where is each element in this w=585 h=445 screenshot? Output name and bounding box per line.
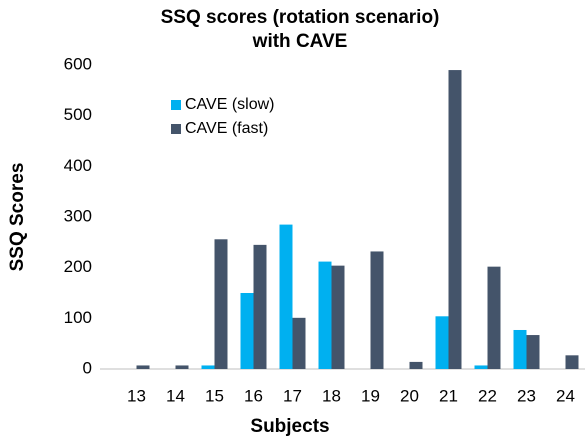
bar [318,261,332,369]
legend-swatch [171,124,181,134]
x-tick-label: 16 [244,386,263,405]
y-tick-label: 400 [64,156,92,175]
x-tick-label: 22 [478,386,497,405]
bar [448,70,462,370]
chart-title: with CAVE [252,31,348,52]
legend-label: CAVE (slow) [185,96,275,113]
bar [175,365,189,369]
bar [409,361,423,369]
bar [435,316,449,369]
y-tick-label: 500 [64,105,92,124]
y-tick-label: 100 [64,308,92,327]
y-axis-label: SSQ Scores [7,163,28,272]
x-tick-label: 18 [322,386,341,405]
x-tick-label: 20 [400,386,419,405]
bar [240,293,254,369]
y-tick-label: 600 [64,54,92,73]
x-tick-label: 24 [556,386,575,405]
bar [487,266,501,369]
bar [292,317,306,369]
x-tick-label: 21 [439,386,458,405]
x-tick-label: 17 [283,386,302,405]
x-tick-label: 19 [361,386,380,405]
bar [253,244,267,369]
x-tick-label: 15 [205,386,224,405]
bar [331,265,345,369]
x-tick-label: 23 [517,386,536,405]
bar [136,365,150,369]
bar [214,239,228,369]
bar [474,365,488,369]
x-tick-label: 14 [166,386,185,405]
chart-title: SSQ scores (rotation scenario) [161,7,440,28]
x-tick-label: 13 [127,386,146,405]
bar [526,335,540,369]
bar [565,355,579,369]
y-tick-label: 0 [83,358,92,377]
bar [201,365,215,369]
x-axis-label: Subjects [250,416,329,437]
bar [370,251,384,369]
y-tick-label: 300 [64,206,92,225]
legend-swatch [171,100,181,110]
y-tick-label: 200 [64,257,92,276]
legend-label: CAVE (fast) [185,120,268,137]
bar [513,329,527,369]
bar [279,224,293,369]
